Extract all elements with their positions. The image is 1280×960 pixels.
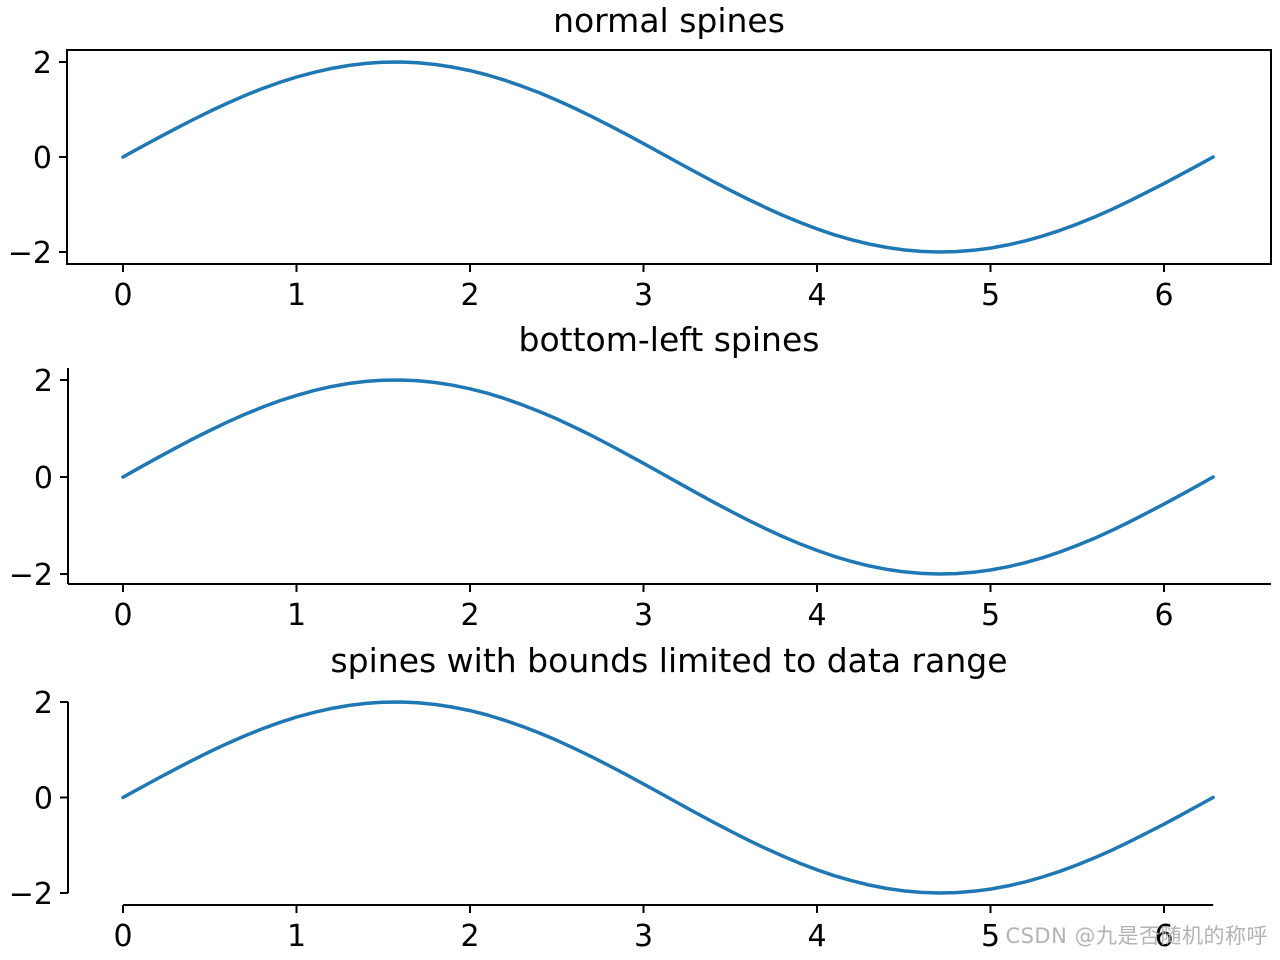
- x-tick-label: 5: [981, 919, 1000, 954]
- y-tick-label: 2: [34, 686, 53, 721]
- x-tick-label: 1: [287, 278, 306, 313]
- sine-curve: [121, 700, 1215, 895]
- x-tick-label: 1: [287, 919, 306, 954]
- sine-curve: [121, 60, 1215, 254]
- x-tick-label: 1: [287, 598, 306, 633]
- subplot3-title: spines with bounds limited to data range: [330, 641, 1008, 680]
- x-tick-label: 6: [1154, 598, 1173, 633]
- sine-curve: [121, 378, 1215, 576]
- x-tick-label: 3: [634, 598, 653, 633]
- y-tick-label: 0: [33, 141, 52, 176]
- x-tick-label: 4: [807, 278, 826, 313]
- x-tick-label: 3: [634, 919, 653, 954]
- y-tick-label: −2: [9, 558, 53, 593]
- x-tick-label: 6: [1154, 278, 1173, 313]
- y-tick-label: 0: [34, 461, 53, 496]
- x-tick-label: 4: [807, 919, 826, 954]
- x-tick-label: 2: [460, 598, 479, 633]
- x-tick-label: 0: [113, 598, 132, 633]
- y-tick-label: −2: [9, 877, 53, 912]
- y-tick-label: −2: [8, 236, 52, 271]
- y-tick-label: 2: [33, 46, 52, 81]
- x-tick-label: 5: [981, 598, 1000, 633]
- x-tick-label: 2: [460, 919, 479, 954]
- watermark: CSDN @九是否随机的称呼: [1005, 924, 1268, 948]
- x-tick-label: 3: [634, 278, 653, 313]
- x-tick-label: 5: [981, 278, 1000, 313]
- x-tick-label: 2: [460, 278, 479, 313]
- y-tick-label: 0: [34, 782, 53, 817]
- y-tick-label: 2: [34, 364, 53, 399]
- x-tick-label: 0: [113, 278, 132, 313]
- x-tick-label: 0: [113, 919, 132, 954]
- x-tick-label: 4: [807, 598, 826, 633]
- subplot1-title: normal spines: [553, 1, 785, 40]
- subplot2-title: bottom-left spines: [518, 320, 820, 359]
- x-tick-label: 6: [1154, 919, 1173, 954]
